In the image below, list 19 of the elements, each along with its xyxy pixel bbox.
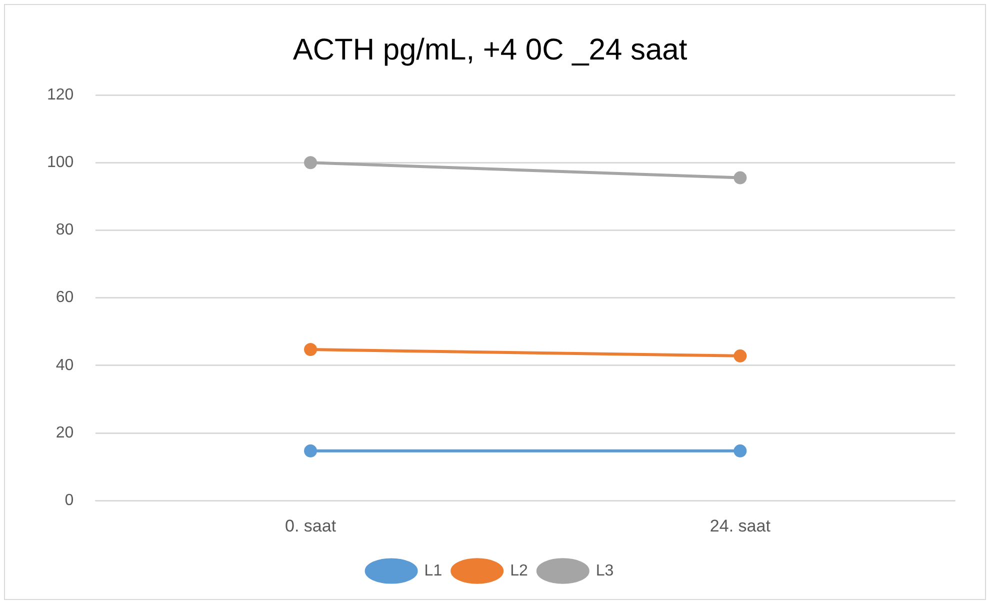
legend-label: L3 xyxy=(596,562,614,580)
chart-title: ACTH pg/mL, +4 0C _24 saat xyxy=(292,33,688,66)
legend-label: L1 xyxy=(424,562,442,580)
y-tick-label: 80 xyxy=(56,222,74,239)
point xyxy=(304,444,318,458)
y-tick-label: 60 xyxy=(56,289,74,306)
y-tick-label: 20 xyxy=(56,424,74,442)
legend-label: L2 xyxy=(510,562,528,580)
y-tick-label: 0 xyxy=(64,492,74,510)
x-tick-label: 0. saat xyxy=(285,516,336,536)
y-tick-label: 100 xyxy=(46,154,74,172)
point xyxy=(304,343,318,356)
y-tick-label: 40 xyxy=(56,356,74,374)
point xyxy=(734,171,747,184)
point xyxy=(304,156,318,170)
y-tick-label: 120 xyxy=(46,86,74,104)
x-tick-label: 24. saat xyxy=(710,516,771,536)
point xyxy=(734,349,747,362)
point xyxy=(734,444,747,458)
